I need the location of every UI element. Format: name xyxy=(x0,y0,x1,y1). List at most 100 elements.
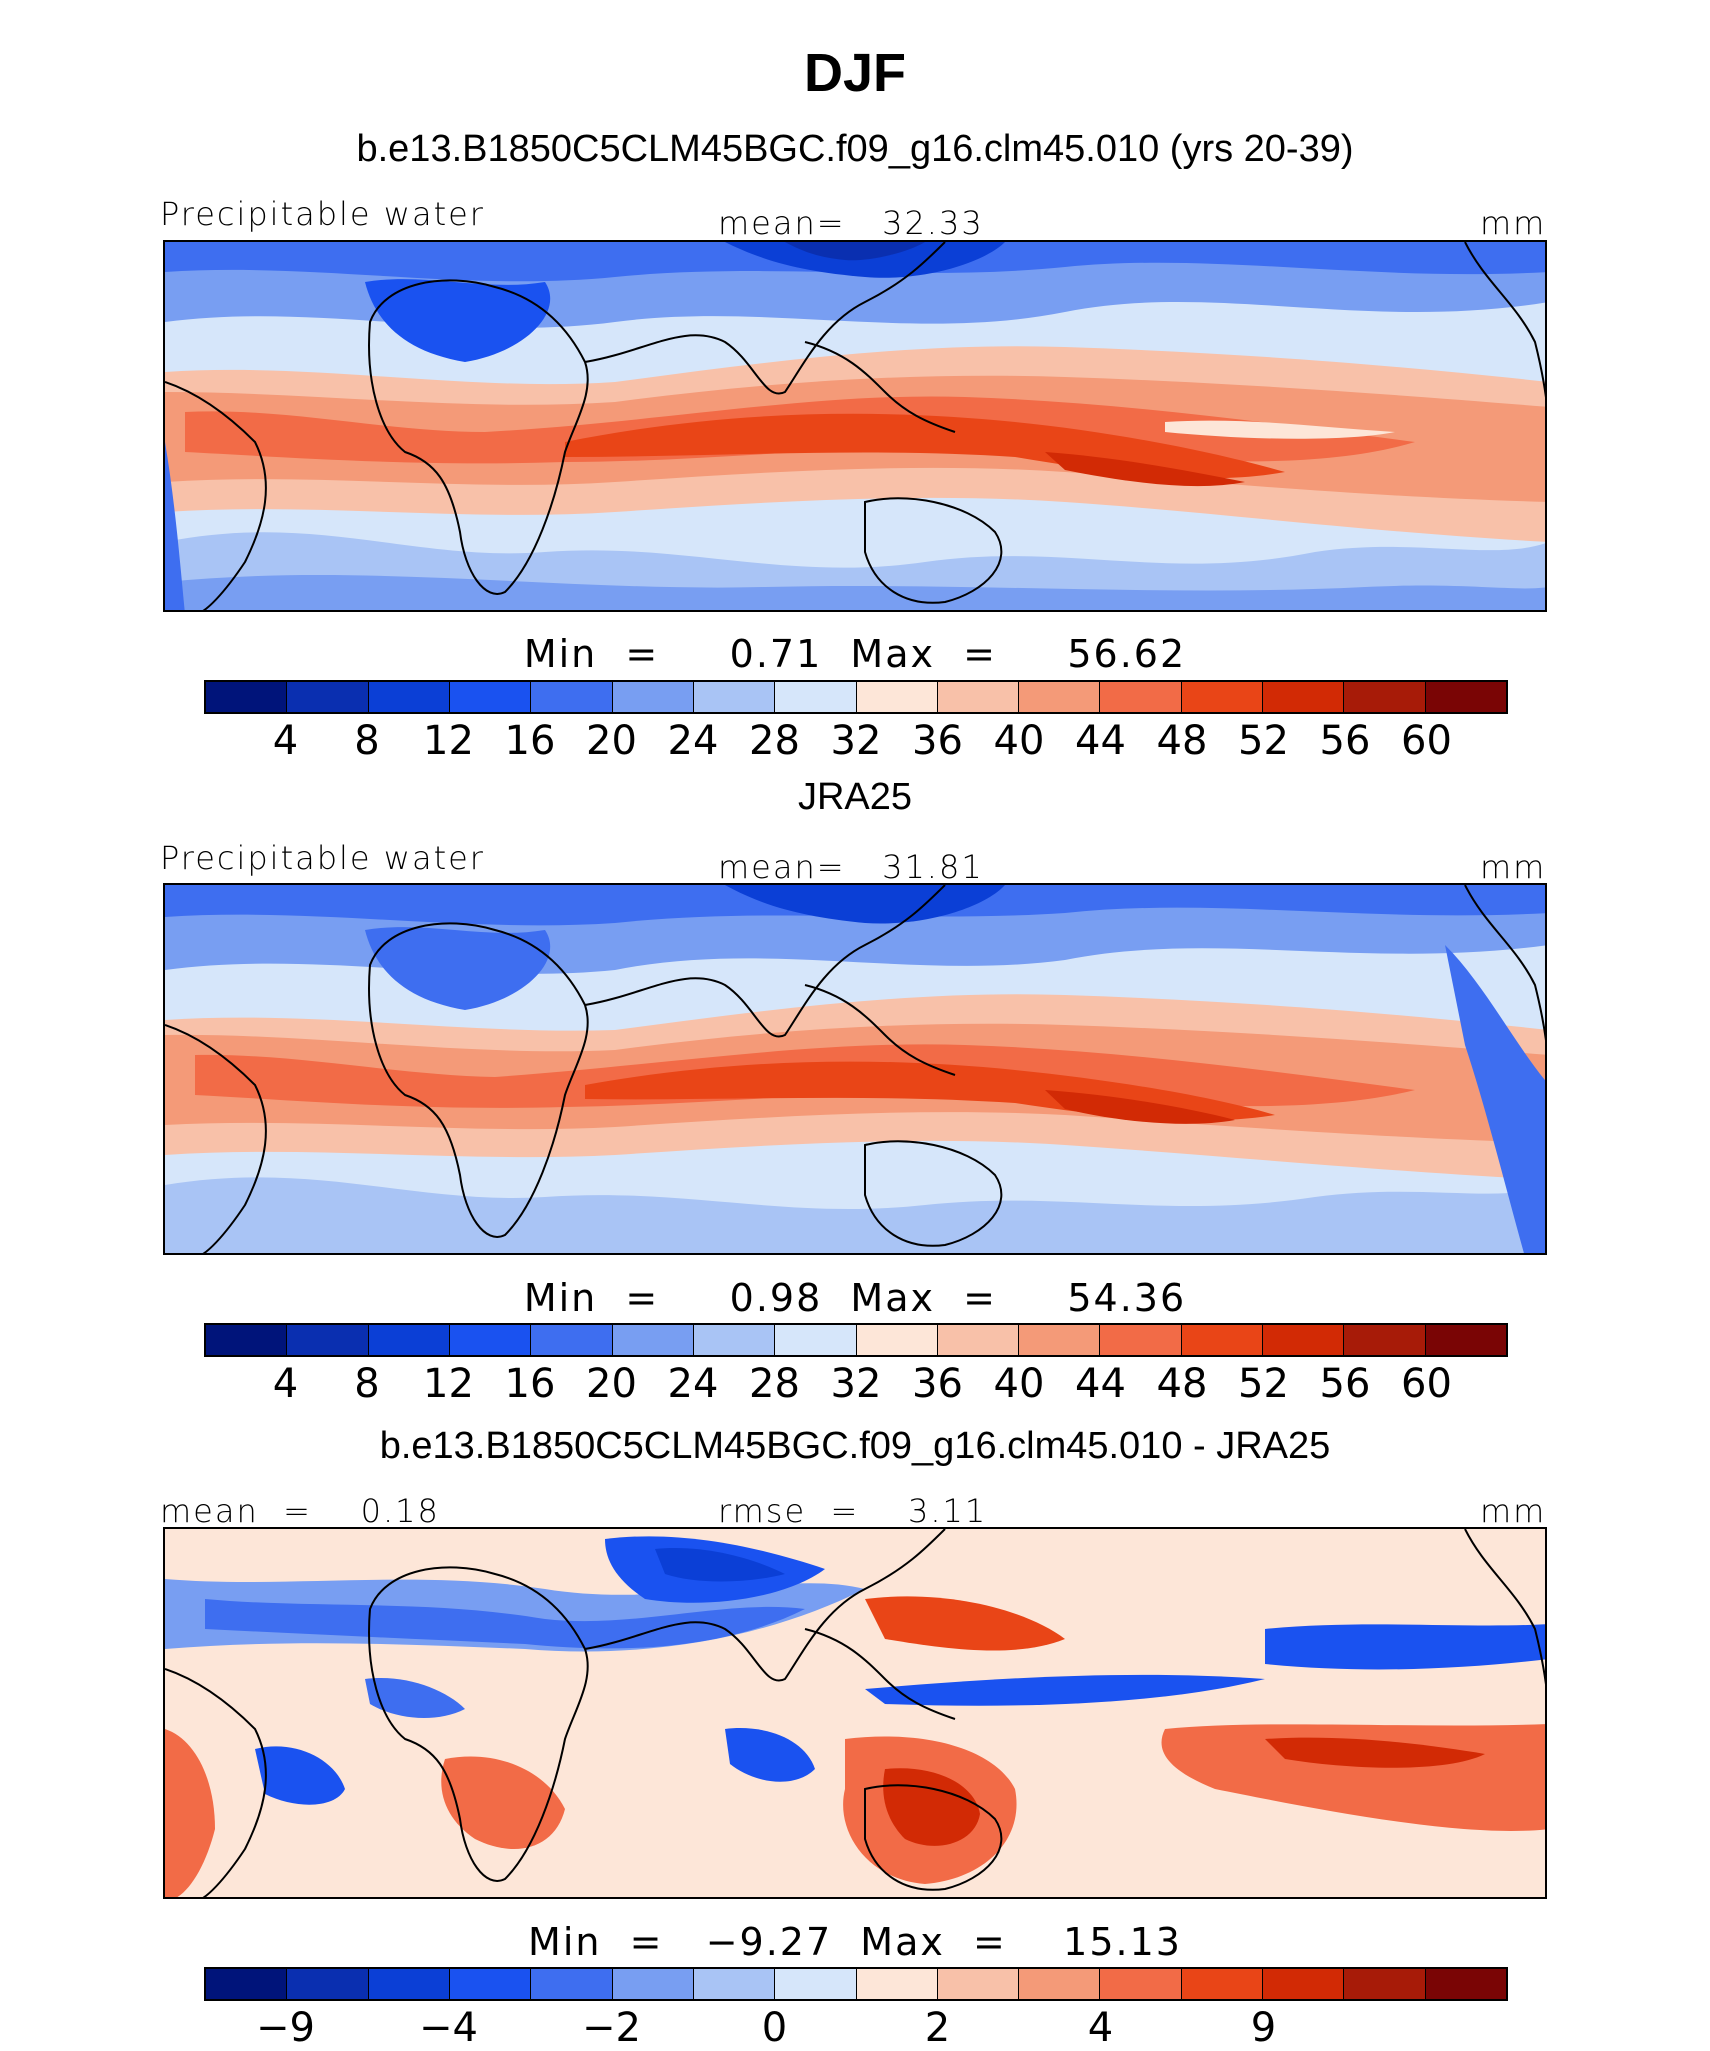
colorbar-swatch xyxy=(1100,682,1182,712)
colorbar-swatch xyxy=(1181,1969,1264,1999)
panel-3-rmse-label: rmse = 3.11 xyxy=(718,1492,988,1530)
colorbar-swatch xyxy=(1181,682,1264,712)
panel-2-map xyxy=(163,883,1547,1255)
panel-1-minmax: Min = 0.71 Max = 56.62 xyxy=(523,632,1187,676)
colorbar-swatch xyxy=(1100,1325,1182,1355)
colorbar-swatch xyxy=(1344,1325,1426,1355)
colorbar-swatch xyxy=(856,682,938,712)
colorbar-swatch xyxy=(1425,1969,1506,1999)
colorbar-swatch xyxy=(206,682,288,712)
colorbar-swatch xyxy=(937,1969,1020,1999)
colorbar-tick-label: −4 xyxy=(419,2005,478,2051)
colorbar-swatch xyxy=(531,1325,613,1355)
panel-2-case-title: JRA25 xyxy=(797,776,913,818)
colorbar-swatch xyxy=(368,1325,450,1355)
colorbar-swatch xyxy=(368,1969,450,1999)
colorbar-swatch xyxy=(287,1325,369,1355)
colorbar-swatch xyxy=(937,682,1020,712)
colorbar-tick-label: 0 xyxy=(761,2005,788,2051)
colorbar-swatch xyxy=(612,1325,694,1355)
colorbar-swatch xyxy=(1263,682,1345,712)
colorbar-tick-label: 24 xyxy=(667,1361,719,1407)
colorbar-swatch xyxy=(775,1325,857,1355)
colorbar-swatch xyxy=(287,1969,369,1999)
panel-3-units-label: mm xyxy=(1480,1492,1547,1530)
colorbar-swatch xyxy=(206,1325,288,1355)
colorbar-swatch xyxy=(693,1969,776,1999)
panel-1-variable-label: Precipitable water xyxy=(160,195,485,233)
figure-title: DJF xyxy=(803,43,906,103)
panel-1-case-title: b.e13.B1850C5CLM45BGC.f09_g16.clm45.010 … xyxy=(356,128,1354,170)
panel-2-minmax: Min = 0.98 Max = 54.36 xyxy=(523,1276,1187,1320)
colorbar-tick-label: 4 xyxy=(1087,2005,1114,2051)
colorbar-swatch xyxy=(937,1325,1020,1355)
colorbar-swatch xyxy=(612,682,694,712)
colorbar-tick-label: 60 xyxy=(1401,718,1452,764)
colorbar-tick-label: 16 xyxy=(504,718,556,764)
colorbar-tick-label: 9 xyxy=(1250,2005,1277,2051)
colorbar-tick-label: 60 xyxy=(1401,1361,1452,1407)
colorbar-swatch xyxy=(856,1969,938,1999)
colorbar-swatch xyxy=(449,1325,532,1355)
colorbar-swatch xyxy=(1019,1325,1101,1355)
colorbar-tick-label: 12 xyxy=(423,718,474,764)
colorbar-tick-label: 52 xyxy=(1238,718,1289,764)
colorbar-swatch xyxy=(693,1325,776,1355)
panel-1-colorbar xyxy=(204,680,1508,714)
colorbar-tick-label: 28 xyxy=(749,1361,800,1407)
panel-1-units-label: mm xyxy=(1480,204,1547,242)
colorbar-tick-label: −2 xyxy=(582,2005,641,2051)
colorbar-swatch xyxy=(612,1969,694,1999)
panel-3-minmax: Min = −9.27 Max = 15.13 xyxy=(528,1920,1182,1964)
colorbar-tick-label: 8 xyxy=(354,718,380,764)
colorbar-tick-label: 20 xyxy=(586,718,637,764)
colorbar-tick-label: 2 xyxy=(924,2005,951,2051)
colorbar-swatch xyxy=(1425,682,1506,712)
panel-3-case-title: b.e13.B1850C5CLM45BGC.f09_g16.clm45.010 … xyxy=(379,1425,1331,1467)
colorbar-swatch xyxy=(368,682,450,712)
panel-2-variable-label: Precipitable water xyxy=(160,839,485,877)
colorbar-tick-label: 8 xyxy=(354,1361,380,1407)
panel-1-map xyxy=(163,240,1547,612)
panel-3-colorbar xyxy=(204,1967,1508,2001)
colorbar-swatch xyxy=(775,682,857,712)
colorbar-tick-label: 48 xyxy=(1156,1361,1208,1407)
colorbar-tick-label: 4 xyxy=(272,718,299,764)
colorbar-swatch xyxy=(206,1969,288,1999)
panel-2-colorbar xyxy=(204,1323,1508,1357)
colorbar-swatch xyxy=(1100,1969,1182,1999)
colorbar-tick-label: 52 xyxy=(1238,1361,1289,1407)
colorbar-swatch xyxy=(287,682,369,712)
panel-3-mean-label: mean = 0.18 xyxy=(160,1492,440,1530)
colorbar-tick-label: 44 xyxy=(1075,1361,1126,1407)
colorbar-tick-label: 4 xyxy=(272,1361,299,1407)
colorbar-swatch xyxy=(1425,1325,1506,1355)
colorbar-swatch xyxy=(1263,1969,1345,1999)
colorbar-swatch xyxy=(1344,1969,1426,1999)
colorbar-swatch xyxy=(775,1969,857,1999)
colorbar-tick-label: 48 xyxy=(1156,718,1208,764)
colorbar-swatch xyxy=(1181,1325,1264,1355)
colorbar-tick-label: 16 xyxy=(504,1361,556,1407)
colorbar-swatch xyxy=(1019,1969,1101,1999)
colorbar-tick-label: 40 xyxy=(993,718,1045,764)
panel-2-units-label: mm xyxy=(1480,848,1547,886)
colorbar-tick-label: 12 xyxy=(423,1361,474,1407)
colorbar-tick-label: 36 xyxy=(912,718,963,764)
colorbar-swatch xyxy=(1019,682,1101,712)
colorbar-tick-label: −9 xyxy=(256,2005,315,2051)
colorbar-tick-label: 40 xyxy=(993,1361,1045,1407)
panel-2-mean-label: mean= 31.81 xyxy=(718,848,984,886)
colorbar-tick-label: 28 xyxy=(749,718,800,764)
colorbar-swatch xyxy=(693,682,776,712)
colorbar-swatch xyxy=(449,1969,532,1999)
colorbar-swatch xyxy=(1344,682,1426,712)
panel-3-map xyxy=(163,1527,1547,1899)
colorbar-swatch xyxy=(531,682,613,712)
colorbar-swatch xyxy=(449,682,532,712)
colorbar-swatch xyxy=(531,1969,613,1999)
colorbar-tick-label: 56 xyxy=(1319,1361,1371,1407)
colorbar-tick-label: 24 xyxy=(667,718,719,764)
colorbar-tick-label: 32 xyxy=(830,718,882,764)
colorbar-tick-label: 56 xyxy=(1319,718,1371,764)
